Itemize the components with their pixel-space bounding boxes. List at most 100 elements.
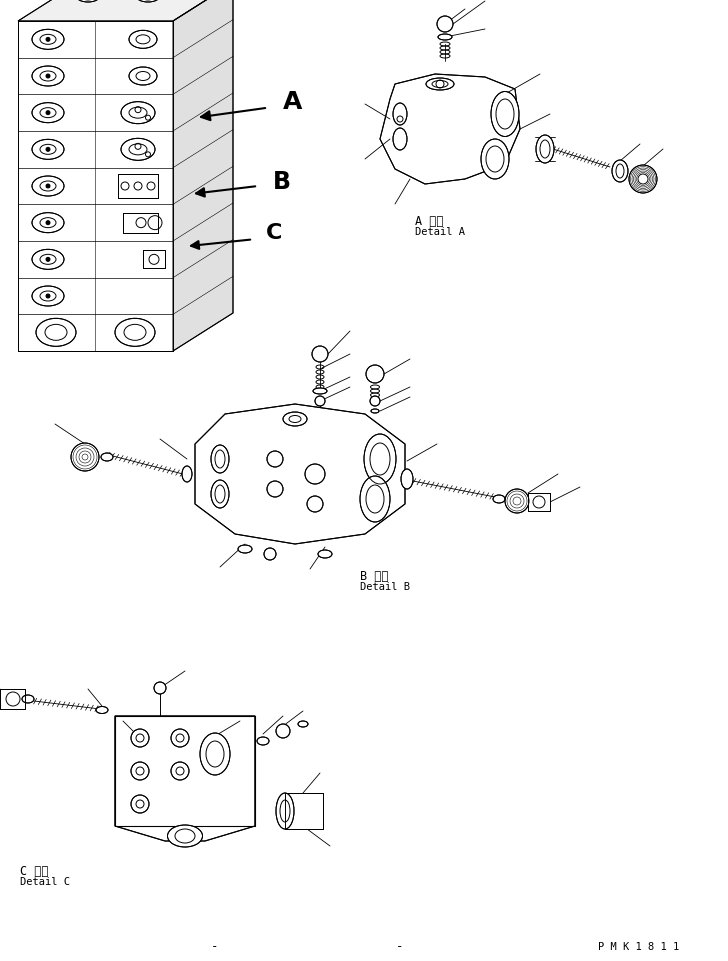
Circle shape (46, 111, 50, 115)
Ellipse shape (101, 454, 113, 461)
Circle shape (46, 221, 50, 226)
Ellipse shape (167, 825, 202, 847)
Ellipse shape (426, 79, 454, 91)
Ellipse shape (32, 104, 64, 124)
Circle shape (46, 259, 50, 262)
Ellipse shape (32, 177, 64, 197)
Bar (0, 689, 25, 709)
Bar (143, 251, 165, 269)
Circle shape (629, 166, 657, 194)
Ellipse shape (438, 35, 452, 41)
Ellipse shape (364, 434, 396, 484)
Circle shape (46, 148, 50, 152)
Ellipse shape (182, 466, 192, 482)
Ellipse shape (238, 546, 252, 554)
Ellipse shape (200, 733, 230, 776)
Circle shape (267, 452, 283, 467)
Polygon shape (115, 716, 255, 841)
Ellipse shape (32, 250, 64, 270)
Ellipse shape (96, 706, 108, 714)
Ellipse shape (298, 722, 308, 727)
Ellipse shape (32, 31, 64, 50)
Circle shape (370, 397, 380, 407)
Ellipse shape (77, 0, 99, 3)
Polygon shape (18, 0, 233, 22)
Ellipse shape (121, 103, 155, 125)
Ellipse shape (313, 388, 327, 395)
Ellipse shape (393, 104, 407, 126)
Bar (123, 213, 158, 234)
Text: -: - (396, 939, 404, 952)
Ellipse shape (536, 136, 554, 163)
Ellipse shape (318, 551, 332, 558)
Circle shape (71, 444, 99, 472)
Circle shape (131, 729, 149, 748)
Circle shape (315, 397, 325, 407)
Circle shape (276, 725, 290, 738)
Ellipse shape (32, 140, 64, 160)
Circle shape (312, 347, 328, 362)
Bar (115, 716, 255, 826)
Circle shape (437, 17, 453, 33)
Ellipse shape (371, 409, 379, 413)
Ellipse shape (22, 695, 34, 703)
Ellipse shape (493, 496, 505, 504)
Bar (143, 251, 165, 269)
Text: -: - (211, 939, 218, 952)
Circle shape (131, 795, 149, 813)
Bar (18, 22, 173, 352)
Bar (18, 22, 173, 352)
Circle shape (171, 762, 189, 780)
Ellipse shape (211, 446, 229, 474)
Ellipse shape (115, 319, 155, 347)
Circle shape (131, 762, 149, 780)
Text: C 詳細: C 詳細 (20, 864, 49, 877)
Ellipse shape (32, 286, 64, 307)
Ellipse shape (612, 160, 628, 183)
Polygon shape (380, 75, 520, 185)
Circle shape (305, 464, 325, 484)
Bar (285, 793, 323, 829)
Circle shape (46, 295, 50, 299)
Ellipse shape (211, 480, 229, 508)
Bar (285, 793, 323, 829)
Bar (528, 494, 550, 511)
Bar (0, 689, 25, 709)
Ellipse shape (32, 67, 64, 86)
Circle shape (46, 185, 50, 188)
Text: B 詳細: B 詳細 (360, 570, 389, 582)
Ellipse shape (137, 0, 159, 3)
Bar (528, 494, 550, 511)
Text: Detail B: Detail B (360, 581, 410, 591)
Ellipse shape (121, 139, 155, 161)
Ellipse shape (129, 32, 157, 49)
Ellipse shape (393, 129, 407, 151)
Ellipse shape (129, 68, 157, 86)
Circle shape (46, 75, 50, 79)
Circle shape (267, 481, 283, 498)
Circle shape (366, 365, 384, 383)
Circle shape (154, 682, 166, 694)
Text: Detail C: Detail C (20, 876, 70, 886)
Bar (118, 175, 158, 199)
Ellipse shape (257, 737, 269, 745)
Text: Detail A: Detail A (415, 227, 465, 236)
Ellipse shape (32, 213, 64, 234)
Text: A: A (283, 89, 302, 113)
Ellipse shape (401, 470, 413, 489)
Polygon shape (195, 405, 405, 545)
Bar (118, 175, 158, 199)
Polygon shape (173, 0, 233, 352)
Circle shape (307, 497, 323, 512)
Circle shape (46, 38, 50, 42)
Ellipse shape (276, 793, 294, 829)
Ellipse shape (36, 319, 76, 347)
Bar (115, 716, 255, 826)
Text: B: B (273, 170, 291, 194)
Ellipse shape (360, 477, 390, 523)
Ellipse shape (481, 140, 509, 180)
Text: C: C (266, 223, 282, 243)
Circle shape (171, 729, 189, 748)
Text: P M K 1 8 1 1: P M K 1 8 1 1 (598, 941, 679, 951)
Ellipse shape (491, 92, 519, 137)
